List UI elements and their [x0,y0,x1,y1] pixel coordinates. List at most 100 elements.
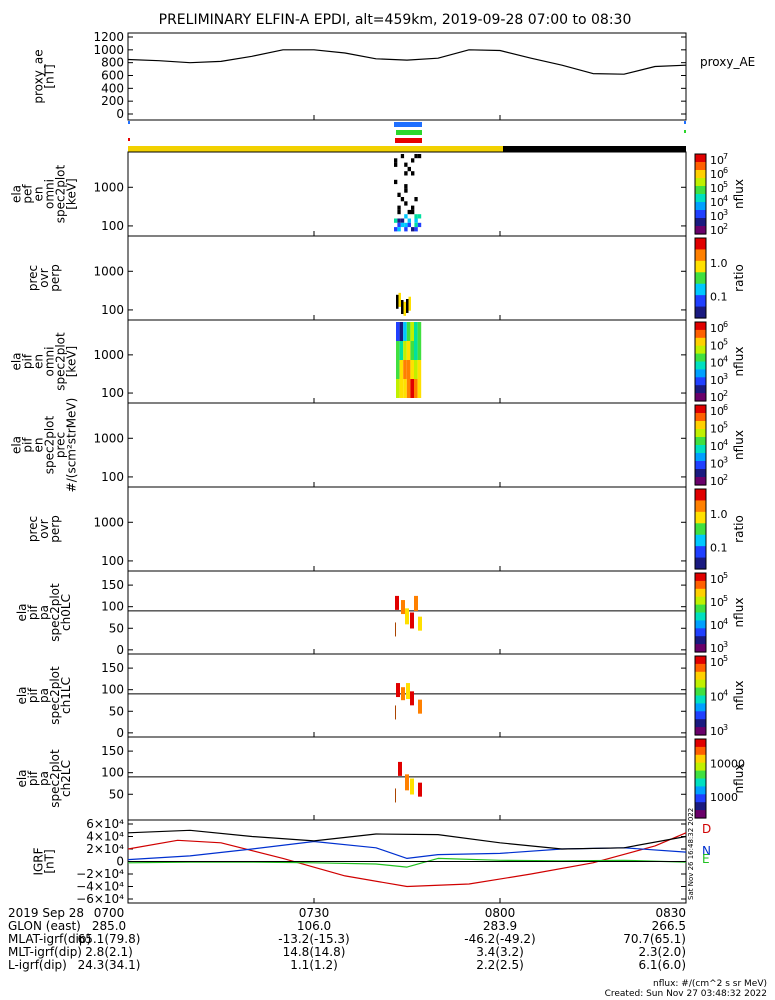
y-tick-label: 50 [109,621,124,635]
colorbar-segment [695,511,706,524]
panel-ylabel: ela [15,603,29,621]
spectrogram-cell [394,218,398,223]
spectrogram-cell [414,341,418,360]
colorbar-label: ratio [732,264,746,292]
colorbar-segment [695,238,706,251]
panel-frame-proxy_ae [127,32,687,121]
panel-frame-pif_prec [127,402,687,488]
spectrogram-cell [396,379,400,398]
spectrogram-cell [417,379,422,398]
colorbar-tick-label: 10 [710,423,724,436]
panel-ylabel: ch1LC [59,677,73,714]
proxy-ae-label: proxy_AE [700,55,755,69]
colorbar-segment [695,283,706,296]
colorbar-tick-exponent: 3 [723,372,728,381]
timestamp-stamp: Sat Nov 26 16:48:32 2022 [687,808,695,900]
panel-frame-pif_ratio [127,486,687,572]
legend-entry-E: E [702,852,710,866]
panel-ylabel: en [32,187,46,202]
colorbar-segment [695,461,706,470]
spectrogram-cell [400,188,405,193]
y-tick-label: −6×10⁴ [76,892,124,906]
panel-ylabel: proxy_ae [32,49,46,103]
panel-ylabel: IGRF [32,847,46,875]
colorbar-segment [695,272,706,285]
spectrogram-cell [401,687,405,701]
spectrogram-cell [404,154,408,159]
spectrogram-cell [394,209,398,215]
series-line-total [127,829,687,850]
colorbar-segment [695,534,706,547]
panel-ylabel: pif [21,353,35,369]
colorbar-tick-label: 10 [710,440,724,453]
colorbar-tick-exponent: 5 [723,421,728,430]
tick-mark [128,138,130,141]
colorbar-tick-exponent: 2 [723,473,728,482]
spectrogram-cell [394,158,398,163]
colorbar-tick-label: 10 [710,224,724,237]
spectrogram-cell [404,179,408,185]
colorbar-tick-label: 1.0 [710,508,728,521]
spectrogram-cell [397,205,401,210]
spectrogram-cell [400,192,405,197]
spectrogram-cell [396,360,400,379]
colorbar-segment [695,260,706,273]
spectrogram-cell [410,360,414,379]
spectrogram-cell [403,379,407,398]
sunlit-bar [128,146,503,152]
spectrogram-cell [417,184,422,189]
spectrogram-cell [418,699,422,714]
y-tick-label: 200 [101,94,124,108]
footer-cell: -13.2(-15.3) [278,932,349,946]
colorbar-segment [695,249,706,262]
spectrogram-cell [404,214,408,219]
panel-ylabel: spec2plot [54,332,68,391]
tick-mark [128,121,130,124]
spectrogram-cell [407,192,411,197]
colorbar-tick-exponent: 6 [723,166,728,175]
y-tick-label: 150 [101,578,124,592]
panel-ylabel: en [32,354,46,369]
spectrogram-cell [396,683,400,698]
panel-ylabel: ela [15,686,29,704]
colorbar-segment [695,687,706,697]
panel-ylabel: perp [48,515,62,543]
colorbar-tick-exponent: 4 [723,438,728,447]
footer-cell: 24.3(34.1) [78,958,141,972]
colorbar-tick-exponent: 5 [723,571,728,580]
colorbar-tick-label: 10 [710,656,724,669]
colorbar-segment [695,202,706,211]
spectrogram-cell [410,778,414,795]
footer-cell: 0730 [299,906,330,920]
colorbar-segment [695,557,706,570]
colorbar-segment [695,588,706,598]
spectrogram-cell [396,322,400,341]
panel-ylabel: [keV] [65,178,79,209]
colorbar-tick-label: 10 [710,725,724,738]
panel-ylabel: ch0LC [59,594,73,631]
series-line-D [127,832,687,888]
panel-ylabel: [nT] [43,64,57,88]
spectrogram-cell [417,214,422,219]
panel-ylabel: ch2LC [59,760,73,797]
colorbar-label: nflux [732,764,746,794]
footer-cell: 70.7(65.1) [623,932,686,946]
colorbar-segment [695,695,706,704]
colorbar-segment [695,573,706,582]
spectrogram-cell [414,360,418,379]
colorbar-segment [695,580,706,590]
spectrogram-cell [399,360,404,379]
science-zone-bar [395,138,422,143]
footer-cell: 0700 [94,906,125,920]
spectrogram-cell [399,379,404,398]
colorbar-tick-exponent: 3 [723,723,728,732]
colorbar-segment [695,469,706,478]
tick-mark [684,130,686,133]
legend-entry-N: N [702,844,711,858]
colorbar-segment [695,762,706,772]
colorbar-segment [695,437,706,446]
colorbar-segment [695,329,706,339]
colorbar-tick-label: 10 [710,405,724,418]
y-tick-label: 0 [116,643,124,657]
spectrogram-cell [405,608,409,625]
